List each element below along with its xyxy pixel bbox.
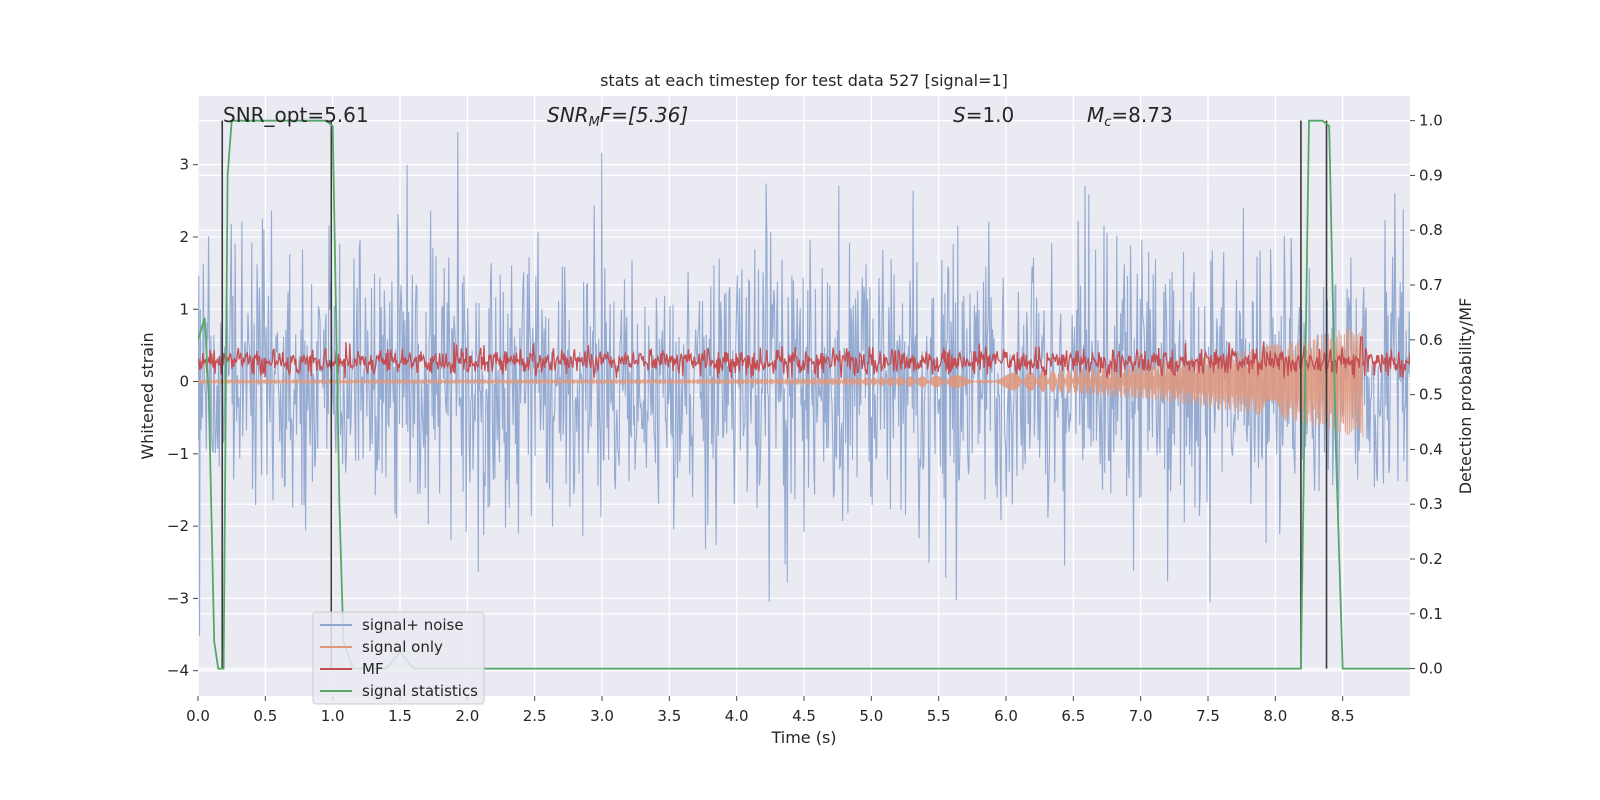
x-tick-label: 0.0 xyxy=(186,707,210,725)
x-tick-label: 7.5 xyxy=(1196,707,1220,725)
y2-axis-label: Detection probability/MF xyxy=(1456,298,1475,495)
y-tick-label: −4 xyxy=(167,662,189,680)
x-axis: 0.0 0.5 1.0 1.5 2.0 2.5 3.0 3.5 4.0 4.5 5.0 5.5 6.0 6… xyxy=(186,696,1355,725)
chart-title: stats at each timestep for test data 527… xyxy=(600,71,1008,90)
legend-label-signal-noise: signal+ noise xyxy=(362,616,464,634)
x-tick-label: 8.5 xyxy=(1331,707,1355,725)
y-tick-label: −2 xyxy=(167,517,189,535)
x-tick-label: 3.5 xyxy=(657,707,681,725)
y2-tick-label: 0.6 xyxy=(1419,331,1443,349)
y2-tick-label: 0.4 xyxy=(1419,440,1443,458)
x-tick-label: 2.5 xyxy=(523,707,547,725)
x-tick-label: 7.0 xyxy=(1129,707,1153,725)
x-tick-label: 3.0 xyxy=(590,707,614,725)
legend-label-signal-statistics: signal statistics xyxy=(362,682,478,700)
x-tick-label: 5.5 xyxy=(927,707,951,725)
x-axis-label: Time (s) xyxy=(770,728,836,747)
y2-tick-label: 0.5 xyxy=(1419,386,1443,404)
y-tick-label: 2 xyxy=(179,228,189,246)
annotation-s: S=1.0 xyxy=(953,103,1014,127)
y-tick-label: 0 xyxy=(179,373,189,391)
y2-tick-label: 0.1 xyxy=(1419,605,1443,623)
y-tick-label: −3 xyxy=(167,589,189,607)
x-tick-label: 1.5 xyxy=(388,707,412,725)
y2-tick-label: 0.8 xyxy=(1419,221,1443,239)
y-tick-label: 1 xyxy=(179,300,189,318)
legend: signal+ noise signal only MF signal stat… xyxy=(312,611,485,705)
x-tick-label: 5.0 xyxy=(859,707,883,725)
x-tick-label: 6.0 xyxy=(994,707,1018,725)
y2-tick-label: 1.0 xyxy=(1419,112,1443,130)
x-tick-label: 4.5 xyxy=(792,707,816,725)
annotation-snr-mf: SNRMF=[5.36] xyxy=(547,103,688,130)
x-tick-label: 8.0 xyxy=(1263,707,1287,725)
y2-tick-label: 0.2 xyxy=(1419,550,1443,568)
annotation-snr-opt: SNR_opt=5.61 xyxy=(223,103,369,127)
annotation-mc: Mc=8.73 xyxy=(1087,103,1173,130)
x-tick-label: 6.5 xyxy=(1061,707,1085,725)
legend-box xyxy=(312,611,485,705)
x-tick-label: 2.0 xyxy=(455,707,479,725)
y2-tick-label: 0.0 xyxy=(1419,660,1443,678)
y-tick-label: 3 xyxy=(179,156,189,174)
series-signal-only xyxy=(198,327,1364,437)
y2-tick-label: 0.7 xyxy=(1419,276,1443,294)
series-mf xyxy=(198,336,1410,379)
x-tick-label: 4.0 xyxy=(725,707,749,725)
y-axis-right: 0.0 0.1 0.2 0.3 0.4 0.5 0.6 0.7 0.8 0.9 1.0 xyxy=(1410,112,1443,678)
y-axis-left: −4 −3 −2 −1 0 1 2 3 xyxy=(167,156,198,680)
legend-label-mf: MF xyxy=(362,660,384,678)
y-axis-label: Whitened strain xyxy=(138,332,157,459)
y2-tick-label: 0.9 xyxy=(1419,166,1443,184)
x-tick-label: 0.5 xyxy=(253,707,277,725)
y-tick-label: −1 xyxy=(167,445,189,463)
y2-tick-label: 0.3 xyxy=(1419,495,1443,513)
legend-label-signal-only: signal only xyxy=(362,638,443,656)
x-tick-label: 1.0 xyxy=(321,707,345,725)
